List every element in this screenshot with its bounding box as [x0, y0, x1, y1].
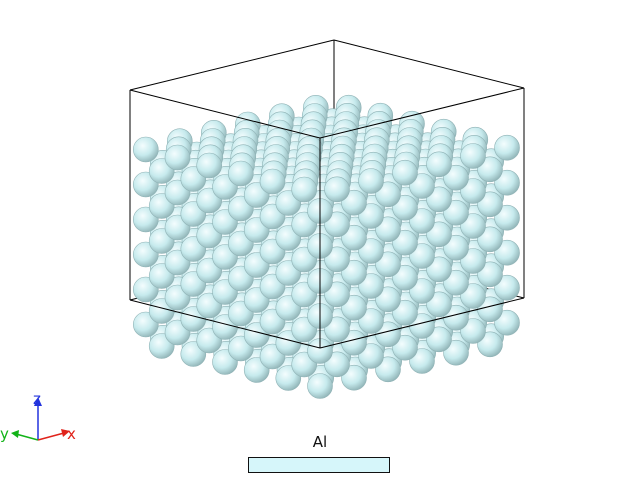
- legend-swatch: [248, 457, 390, 473]
- al-atom: [477, 191, 503, 218]
- al-atom: [443, 339, 469, 366]
- al-atom: [133, 136, 159, 163]
- al-atom: [477, 226, 503, 253]
- al-atom: [443, 164, 469, 191]
- al-atom: [426, 221, 452, 248]
- al-atom: [477, 331, 503, 358]
- al-atom: [375, 216, 401, 243]
- al-atom: [375, 251, 401, 278]
- cell-edge: [129, 39, 335, 91]
- al-atom: [409, 208, 435, 234]
- al-atom: [358, 308, 384, 334]
- x-axis-line: [37, 432, 65, 441]
- al-atom: [494, 134, 520, 161]
- cell-edge: [333, 39, 525, 89]
- al-atom: [228, 160, 254, 187]
- al-atom: [291, 176, 318, 203]
- al-atom: [307, 373, 333, 399]
- cell-edge: [129, 299, 321, 349]
- al-atom: [358, 343, 384, 369]
- cell-edge: [319, 297, 525, 349]
- al-atom: [375, 181, 401, 208]
- al-atom: [426, 186, 452, 213]
- al-atom: [477, 156, 503, 183]
- x-axis-arrow: [61, 429, 70, 437]
- al-atom: [409, 348, 435, 374]
- al-atom: [324, 211, 350, 238]
- al-atom: [341, 294, 367, 321]
- al-atom: [341, 224, 367, 251]
- y-axis-label: y: [0, 425, 9, 443]
- al-atom: [460, 178, 486, 204]
- al-atom: [164, 144, 191, 171]
- al-atom: [324, 316, 350, 343]
- al-atom: [460, 143, 486, 169]
- al-atom: [392, 299, 418, 326]
- al-atom: [358, 203, 384, 229]
- al-atom: [324, 351, 350, 378]
- al-atom: [324, 176, 350, 203]
- al-atom: [375, 286, 401, 313]
- al-atom: [409, 278, 435, 304]
- al-atom: [460, 283, 486, 309]
- al-atom: [392, 194, 418, 221]
- al-atom: [426, 151, 452, 178]
- al-atom: [443, 234, 469, 261]
- cell-edge: [319, 87, 525, 139]
- al-atom: [426, 291, 452, 318]
- al-atom: [426, 326, 452, 353]
- al-atom: [494, 274, 520, 301]
- y-axis-line: [15, 433, 39, 441]
- al-atom: [460, 248, 486, 274]
- al-atom: [392, 334, 418, 361]
- y-axis-arrow: [11, 430, 19, 438]
- al-atom: [443, 199, 469, 226]
- al-atom: [358, 273, 384, 299]
- al-atom: [341, 189, 367, 216]
- al-atom: [443, 269, 469, 296]
- al-atom: [460, 318, 486, 344]
- unit-cell-front: [129, 87, 525, 349]
- atoms: [133, 94, 520, 399]
- al-atom: [375, 356, 401, 383]
- z-axis-arrow: [34, 397, 42, 406]
- al-atom: [341, 364, 367, 391]
- al-atom: [358, 168, 384, 194]
- al-atom: [259, 168, 286, 195]
- al-atom: [358, 238, 384, 264]
- al-atom: [324, 246, 350, 273]
- al-atom: [392, 264, 418, 291]
- al-atom: [324, 281, 350, 308]
- x-axis-label: x: [67, 425, 76, 443]
- al-atom: [341, 259, 367, 286]
- z-axis-label: z: [33, 390, 41, 408]
- al-atom: [494, 169, 520, 196]
- al-atom: [494, 309, 520, 336]
- al-atom: [409, 243, 435, 269]
- al-atom: [409, 173, 435, 199]
- al-atom: [477, 261, 503, 288]
- al-atom: [494, 239, 520, 266]
- al-atom: [426, 256, 452, 283]
- al-atom: [196, 152, 222, 179]
- legend-label: Al: [312, 433, 328, 451]
- al-atom: [392, 229, 418, 256]
- al-atom: [460, 213, 486, 239]
- cell-edge: [129, 89, 321, 139]
- al-atom: [392, 159, 418, 186]
- al-atom: [494, 204, 520, 231]
- axes-indicator: z x y: [0, 390, 76, 443]
